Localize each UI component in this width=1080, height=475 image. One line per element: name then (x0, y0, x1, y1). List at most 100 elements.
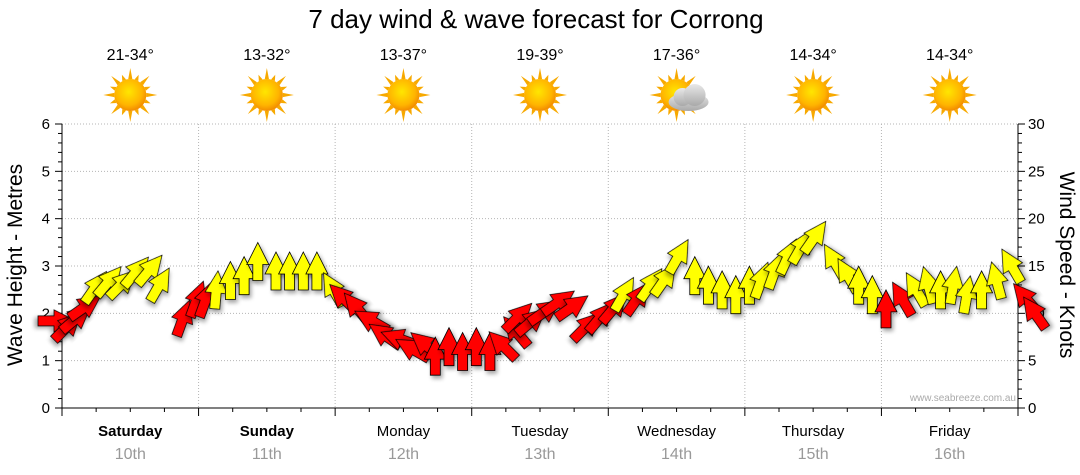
right-tick-label: 5 (1028, 353, 1036, 370)
sun-disc (797, 79, 830, 111)
sun-ray (947, 110, 952, 122)
sun-ray (549, 75, 560, 86)
right-axis-label: Wind Speed - Knots (1055, 172, 1078, 359)
wind-arrow (553, 295, 589, 323)
temperature-label: 13-37° (380, 47, 427, 64)
date-label: 15th (798, 446, 829, 463)
left-tick-label: 1 (42, 353, 50, 370)
sun-ray (520, 75, 531, 86)
sun-ray (929, 86, 936, 91)
sun-ray (395, 108, 400, 116)
sun-ray (804, 108, 809, 116)
wind-arrow (683, 255, 707, 296)
sun-ray (140, 75, 150, 86)
wind-arrows (37, 220, 1051, 376)
left-tick-label: 3 (42, 258, 50, 275)
sun-ray (407, 74, 412, 82)
day-label: Tuesday (512, 423, 569, 440)
wind-arrow (799, 220, 827, 256)
sun-ray (947, 68, 952, 80)
wind-arrow (277, 251, 302, 291)
sun-ray (384, 104, 394, 115)
left-axis-ticks: 0 1 2 3 4 5 6 (42, 116, 50, 417)
sun-ray (144, 99, 151, 104)
wind-arrow (488, 331, 521, 363)
sun-disc (933, 79, 966, 111)
sun-ray (941, 74, 946, 82)
sun-ray (276, 75, 286, 86)
weather-icon-row (103, 68, 977, 122)
sun-disc (524, 79, 556, 111)
sun-ray (668, 74, 673, 82)
sun-ray (929, 99, 936, 104)
sun-ray (383, 99, 390, 104)
date-label: 10th (115, 446, 146, 463)
sun-ray (280, 99, 288, 104)
temperature-label: 21-34° (107, 47, 154, 64)
wind-arrow (892, 281, 917, 319)
sun-ray (829, 92, 841, 98)
left-tick-label: 2 (42, 305, 50, 322)
sun-ray (657, 104, 667, 115)
sun-disc (387, 79, 420, 111)
sun-ray (811, 68, 816, 80)
day-label: Sunday (240, 423, 295, 440)
sun-ray (794, 104, 804, 115)
sun-ray (822, 104, 833, 115)
sun-ray (963, 86, 971, 91)
sun-ray (140, 104, 150, 115)
sun-ray (513, 92, 525, 98)
wind-arrow (145, 267, 170, 305)
sun-ray (419, 92, 431, 98)
wind-arrow (291, 251, 315, 291)
sun-ray (686, 75, 696, 86)
sun-disc (250, 79, 283, 111)
sun-ray (271, 74, 276, 82)
sun-ray (656, 99, 663, 104)
watermark: www.seabreeze.com.au (909, 393, 1016, 404)
sun-ray (282, 92, 294, 98)
date-label: 12th (388, 446, 419, 463)
day-label: Saturday (98, 423, 163, 440)
sun-ray (553, 99, 561, 104)
wind-arrow (264, 251, 288, 291)
sun-ray (401, 110, 406, 122)
sun-ray (246, 99, 253, 104)
wind-arrow (874, 289, 898, 329)
sun-ray (144, 86, 151, 91)
sun-ray (376, 92, 388, 98)
wind-arrow (464, 326, 488, 367)
wind-arrow (133, 254, 163, 289)
sun-ray (953, 74, 959, 82)
sun-ray (276, 104, 286, 115)
sun-ray (384, 75, 394, 86)
sun-ray (417, 86, 424, 91)
sun-ray (817, 108, 822, 116)
sun-rays (376, 68, 431, 122)
temperature-label: 14-34° (926, 47, 973, 64)
sun-ray (519, 99, 527, 104)
sun-ray (786, 92, 798, 98)
sun-ray (246, 86, 253, 91)
wind-arrow (232, 255, 256, 296)
sun-ray (549, 104, 560, 115)
wind-arrow (609, 276, 634, 314)
sun-ray (239, 92, 251, 98)
right-tick-label: 25 (1028, 163, 1045, 180)
sun-disc (114, 79, 147, 111)
sun-ray (822, 75, 833, 86)
sun-rays (513, 68, 567, 122)
wind-arrow (450, 331, 475, 371)
sun-ray (544, 74, 549, 82)
sun-ray (674, 110, 679, 122)
sun-ray (407, 108, 412, 116)
sun-ray (519, 86, 527, 91)
right-tick-label: 30 (1028, 116, 1045, 133)
wind-arrow (437, 326, 461, 367)
sun-ray (668, 108, 673, 116)
sun-ray (417, 99, 424, 104)
right-tick-label: 15 (1028, 258, 1045, 275)
wind-arrow (305, 251, 329, 291)
sun-ray (134, 74, 139, 82)
